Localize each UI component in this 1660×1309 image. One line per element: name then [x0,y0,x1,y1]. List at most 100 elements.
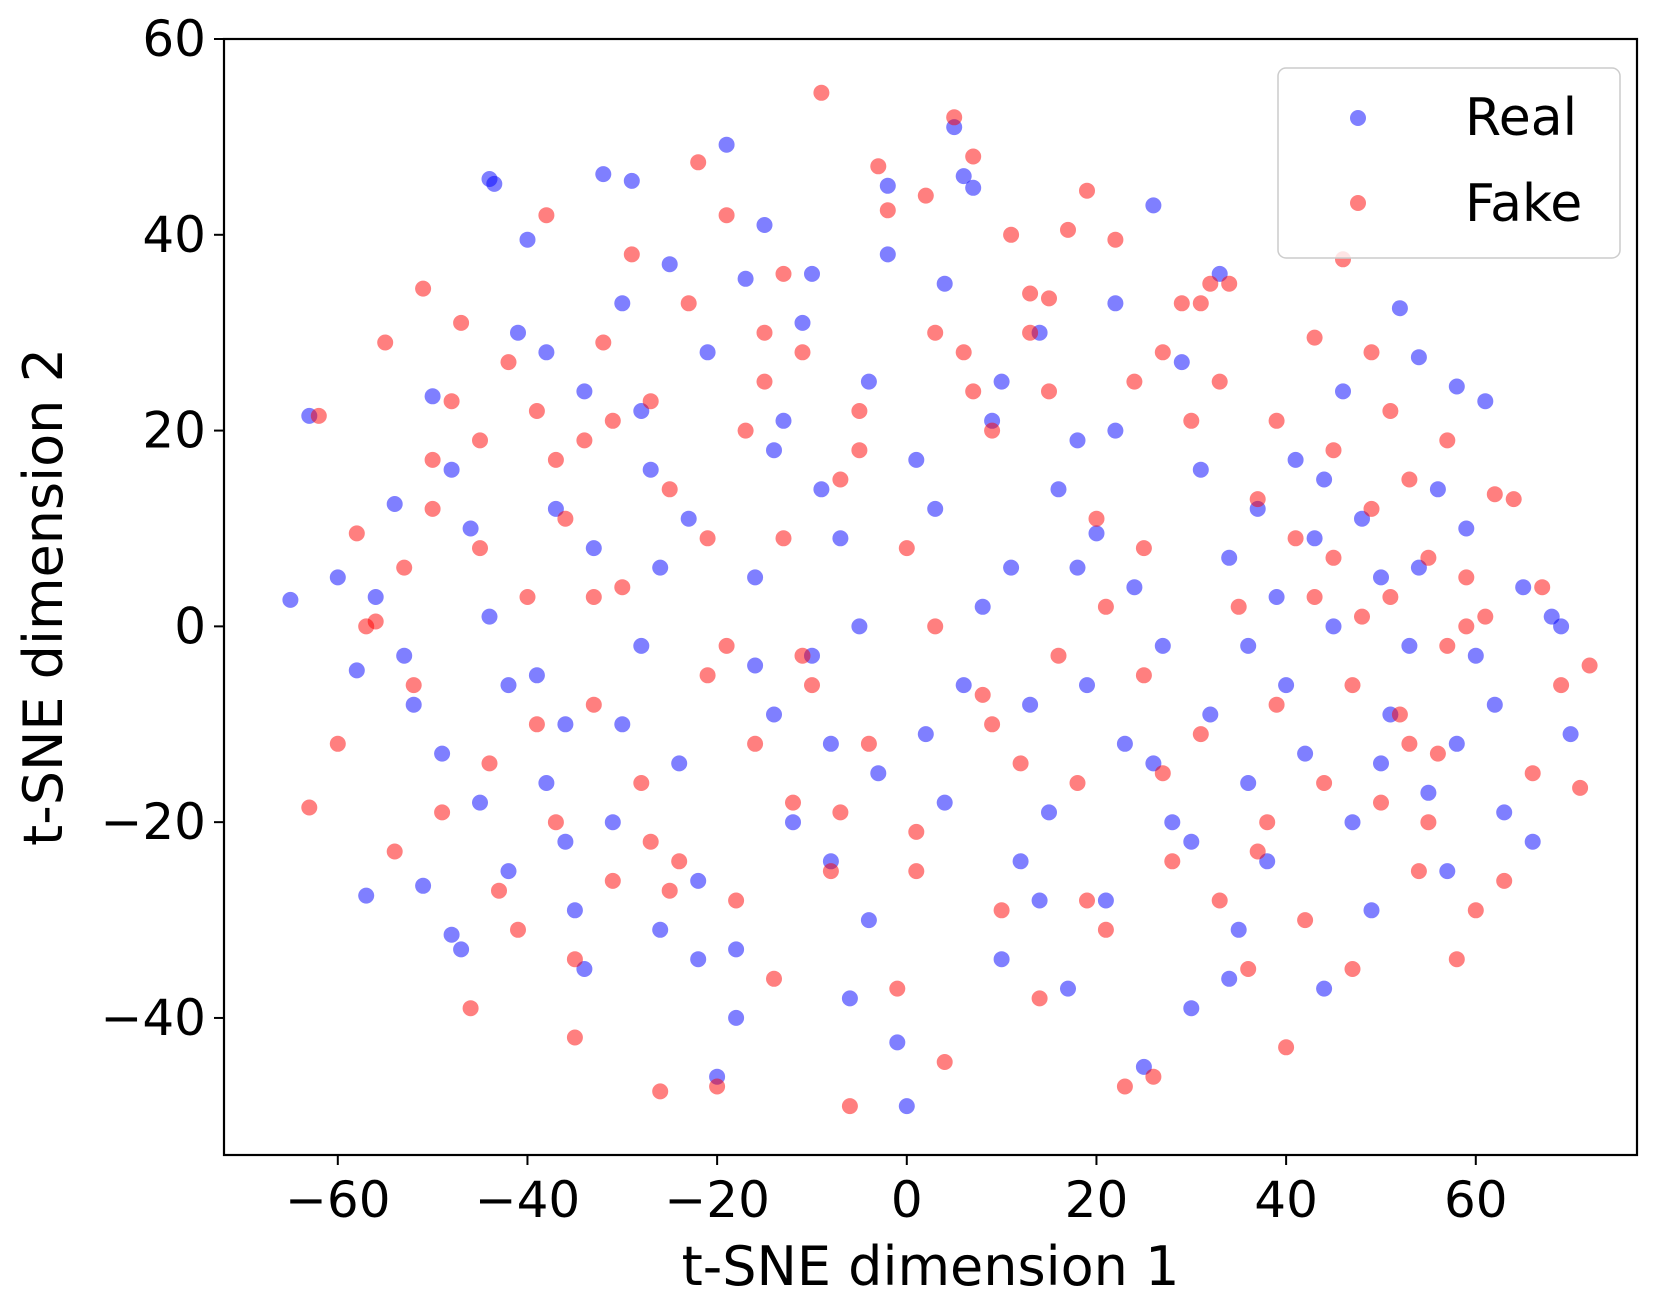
point-real-147 [443,461,460,478]
point-real-58 [898,1098,915,1115]
point-fake-6 [386,843,403,860]
x-tick-label-1: −40 [475,1171,581,1229]
point-real-127 [462,520,479,537]
point-fake-104 [1344,961,1361,977]
point-fake-133 [756,373,773,390]
point-real-71 [1022,696,1039,713]
point-fake-163 [1344,677,1361,694]
point-fake-147 [396,559,413,576]
point-real-113 [1420,784,1437,801]
y-axis-ticks: −40 −20 0 20 40 60 [100,10,224,1047]
point-fake-22 [566,1029,583,1046]
point-real-6 [386,496,403,512]
point-real-13 [472,794,488,811]
point-real-62 [936,275,953,292]
point-fake-115 [1448,951,1465,968]
point-fake-7 [405,677,422,694]
point-fake-46 [794,344,811,361]
y-tick-label-4: 40 [142,206,206,264]
point-real-70 [1012,853,1029,870]
x-axis-label: t-SNE dimension 1 [682,1235,1180,1298]
point-real-135 [822,735,839,752]
plot-frame [222,37,1639,1157]
point-fake-41 [747,735,764,752]
point-fake-154 [832,804,849,821]
x-tick-label-3: 0 [891,1171,923,1229]
point-fake-166 [1439,637,1456,654]
point-fake-85 [1164,853,1181,870]
point-fake-114 [1439,432,1456,449]
x-tick-label-5: 40 [1254,1171,1318,1229]
point-real-130 [557,833,574,850]
point-fake-145 [1420,814,1437,831]
point-fake-13 [472,540,488,557]
point-real-145 [1448,735,1465,752]
point-real-35 [680,510,697,527]
point-fake-110 [1401,471,1418,488]
point-real-102 [1316,980,1333,997]
point-real-44 [766,706,782,723]
point-real-126 [1562,726,1579,743]
point-real-45 [775,412,792,429]
point-fake-126 [1581,657,1598,674]
point-fake-158 [1079,892,1095,909]
point-fake-30 [642,393,659,410]
point-fake-25 [595,334,612,351]
point-fake-39 [728,892,745,909]
point-fake-43 [766,970,782,987]
point-fake-47 [804,677,820,694]
legend-marker-real [1350,110,1366,126]
point-fake-62 [946,109,963,126]
point-fake-40 [737,422,754,439]
point-fake-123 [1534,579,1551,596]
legend-label-real: Real [1465,88,1577,148]
point-real-132 [652,559,669,576]
point-real-51 [832,530,849,547]
point-real-33 [661,256,678,273]
point-real-74 [1050,481,1067,498]
point-fake-101 [1316,775,1333,791]
point-real-60 [917,726,934,743]
point-real-131 [614,716,631,733]
point-real-57 [889,1034,906,1051]
point-fake-75 [1069,775,1086,791]
point-real-99 [1287,451,1304,468]
point-fake-134 [794,647,811,664]
point-fake-77 [1088,510,1105,527]
point-real-139 [1107,422,1124,439]
point-fake-36 [699,667,716,684]
point-fake-157 [1022,324,1039,341]
point-fake-127 [443,393,460,410]
point-real-7 [396,647,413,664]
point-fake-113 [1429,745,1446,762]
point-real-30 [633,637,650,654]
point-real-108 [1373,569,1389,586]
point-real-128 [481,608,498,625]
legend: Real Fake [1277,67,1621,259]
point-real-19 [528,667,545,684]
point-fake-121 [1505,491,1522,508]
point-fake-120 [1496,872,1513,889]
point-real-5 [367,589,384,605]
point-fake-87 [1183,412,1200,429]
y-tick-label-0: −40 [100,989,206,1047]
point-real-120 [1486,696,1503,713]
point-real-112 [1410,349,1427,366]
point-real-100 [1297,745,1314,762]
point-real-151 [690,951,707,968]
point-real-114 [1429,481,1446,498]
point-real-56 [879,177,896,194]
legend-marker-fake [1350,195,1366,211]
point-fake-138 [1041,290,1057,307]
point-real-157 [1069,559,1086,576]
point-real-152 [747,657,764,674]
point-real-90 [1202,706,1219,723]
point-fake-81 [1126,373,1143,390]
point-real-103 [1325,618,1342,635]
point-fake-2 [329,735,346,752]
point-fake-76 [1079,182,1095,199]
point-real-117 [1458,520,1475,537]
point-fake-17 [519,589,536,605]
point-fake-8 [415,280,432,297]
